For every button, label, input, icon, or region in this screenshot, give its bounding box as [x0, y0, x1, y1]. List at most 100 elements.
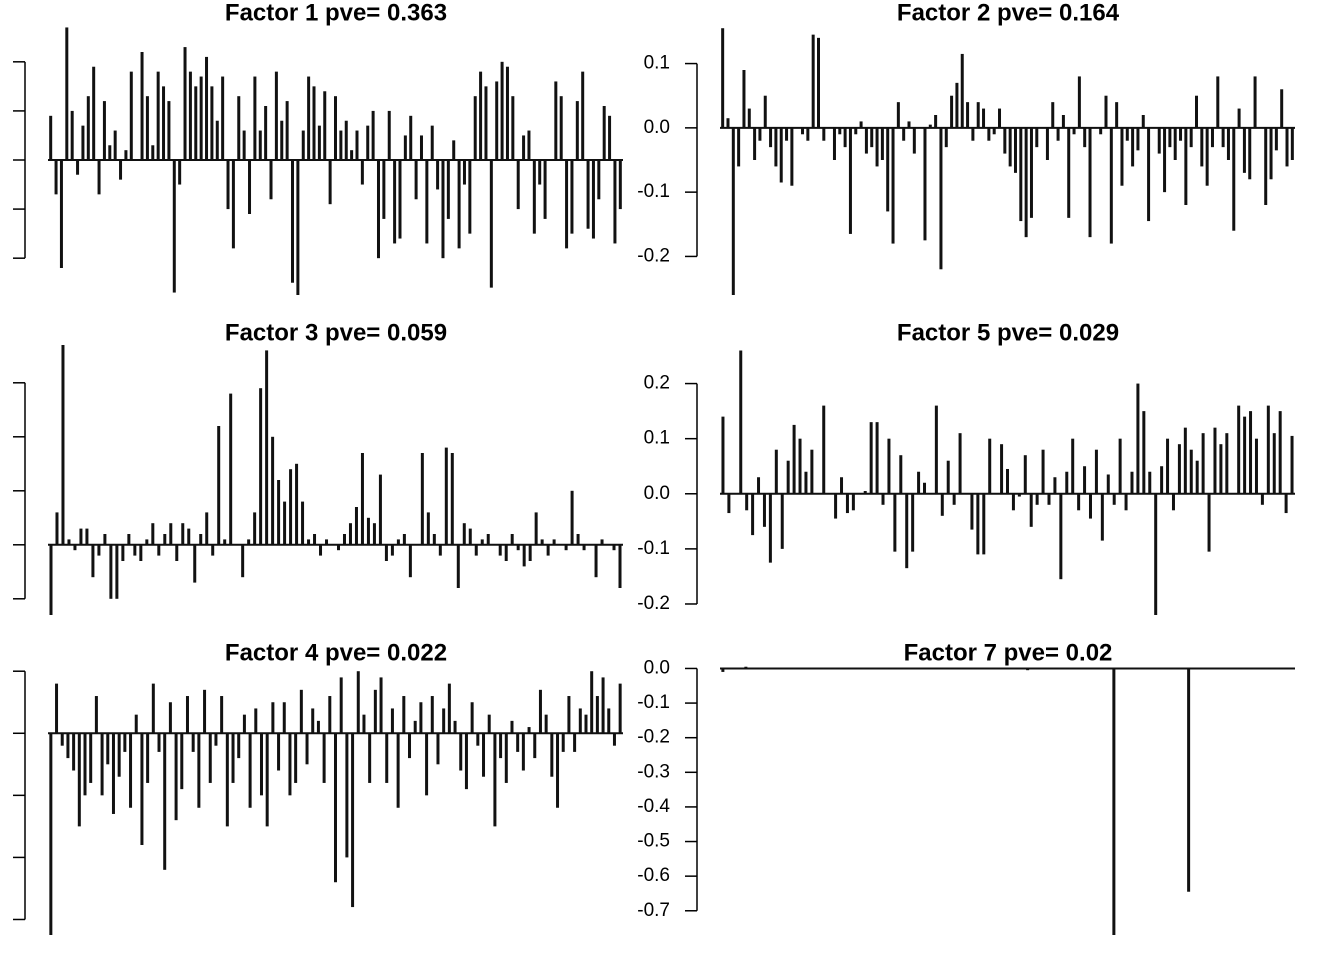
bar: [612, 733, 616, 746]
bar: [402, 696, 406, 734]
bar: [804, 471, 808, 494]
bar: [1195, 460, 1199, 494]
bar: [780, 493, 784, 549]
bar: [864, 127, 868, 154]
bar: [595, 696, 599, 734]
bar: [486, 534, 490, 545]
bar: [955, 82, 959, 128]
bar: [608, 115, 612, 160]
bar: [504, 544, 508, 561]
bar: [1083, 466, 1087, 494]
bar: [565, 160, 569, 249]
bar: [1238, 668, 1242, 669]
bar: [317, 125, 321, 160]
bar: [430, 125, 434, 160]
bar: [372, 523, 376, 545]
bar: [441, 160, 445, 259]
bar: [301, 130, 305, 160]
bar: [282, 702, 286, 734]
bar: [561, 733, 565, 752]
bar: [129, 733, 133, 808]
y-tick-label: -0.2: [637, 727, 670, 748]
bar: [939, 127, 943, 270]
bar: [1216, 76, 1220, 128]
bar: [1250, 668, 1254, 669]
bar: [102, 101, 106, 160]
bar: [575, 101, 579, 160]
bar: [323, 91, 327, 160]
panel-title: Factor 7 pve= 0.02: [904, 639, 1113, 666]
bar: [55, 683, 59, 734]
bar: [109, 544, 113, 599]
bar: [745, 493, 749, 511]
bar: [175, 544, 179, 561]
bar: [576, 534, 580, 545]
bar: [1279, 668, 1283, 669]
bar: [85, 528, 89, 545]
bar: [211, 544, 215, 556]
bar: [1227, 668, 1231, 669]
bar: [103, 534, 107, 545]
bar: [876, 668, 880, 669]
bar: [1118, 438, 1122, 494]
bar: [242, 130, 246, 160]
bar: [763, 95, 767, 128]
bar: [271, 436, 275, 545]
bar: [1072, 127, 1076, 135]
bar: [733, 493, 737, 495]
bar: [414, 544, 418, 546]
bar: [373, 689, 377, 734]
bar: [824, 668, 828, 669]
bar: [905, 493, 909, 569]
bar: [280, 120, 284, 160]
y-tick-label: -0.7: [637, 900, 670, 921]
bar: [355, 130, 359, 160]
bar: [816, 37, 820, 128]
bar: [1260, 493, 1264, 505]
bar: [1181, 668, 1185, 669]
bar: [784, 668, 788, 669]
bar: [869, 422, 873, 494]
bar: [807, 668, 811, 669]
bar: [1284, 668, 1288, 669]
bar: [1200, 127, 1204, 167]
bar: [1183, 427, 1187, 494]
bar: [1189, 449, 1193, 494]
bar: [1072, 668, 1076, 669]
bar: [758, 127, 762, 141]
bar: [738, 668, 742, 669]
bar: [1124, 493, 1128, 511]
bar: [896, 102, 900, 128]
bar: [755, 668, 759, 669]
bar: [97, 160, 101, 195]
bar: [822, 127, 826, 141]
bar: [368, 733, 372, 783]
bar: [295, 463, 299, 545]
bar: [362, 714, 366, 734]
bar: [241, 544, 245, 578]
bar: [366, 517, 370, 545]
bar: [92, 66, 96, 160]
bar: [442, 708, 446, 734]
bar: [757, 477, 761, 494]
bar: [91, 544, 95, 578]
bar: [247, 539, 251, 545]
bar: [456, 544, 460, 588]
bar: [1071, 438, 1075, 494]
bar: [590, 671, 594, 734]
bar: [1023, 455, 1027, 494]
bar: [1059, 493, 1063, 580]
bar: [796, 668, 800, 669]
bar: [61, 345, 65, 545]
bar: [499, 733, 503, 759]
bar: [223, 539, 227, 545]
bar: [419, 135, 423, 160]
bar: [768, 493, 772, 563]
bar: [76, 160, 80, 175]
bar: [328, 696, 332, 734]
bar: [1013, 127, 1017, 173]
bar: [790, 668, 794, 669]
bar: [396, 733, 400, 808]
bar: [731, 127, 735, 295]
